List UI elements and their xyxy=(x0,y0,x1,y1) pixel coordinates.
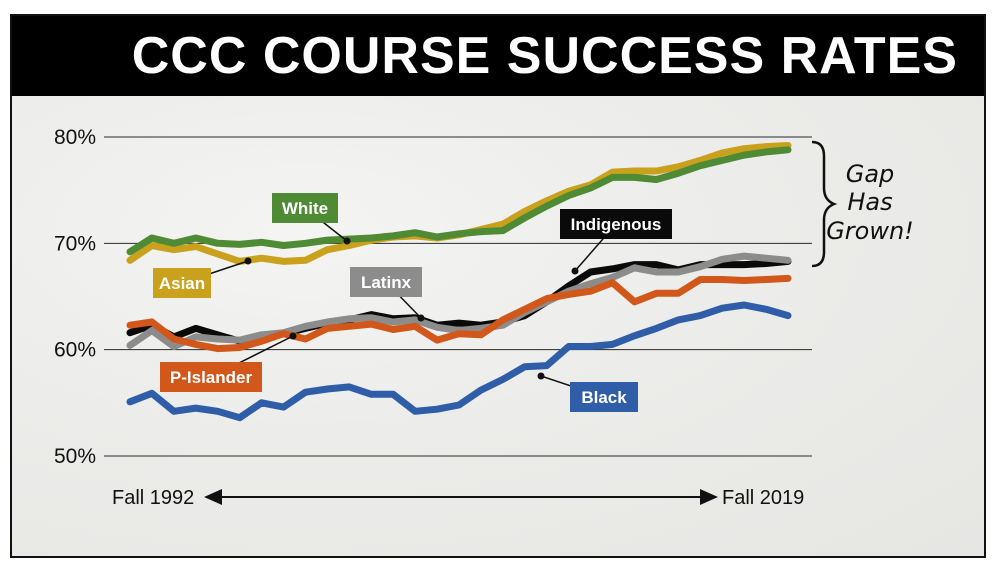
title-bar: CCC COURSE SUCCESS RATES xyxy=(12,16,984,96)
series-line-p-islander xyxy=(126,274,792,353)
leader-dot xyxy=(537,372,545,380)
line-chart: 80% 70% 60% 50% White Asian Indigenous Latinx P… xyxy=(54,126,914,509)
y-tick-label: 80% xyxy=(54,126,96,149)
leader-dot xyxy=(289,332,297,340)
series-label-box xyxy=(350,267,422,297)
series-lines xyxy=(126,142,792,422)
y-tick-label: 70% xyxy=(54,232,96,255)
x-end-label: Fall 2019 xyxy=(722,487,804,509)
series-label-box xyxy=(160,362,262,392)
series-label-box xyxy=(570,382,638,412)
annotation-line-2: Has xyxy=(847,188,892,216)
series-label-box xyxy=(272,193,338,223)
gap-brace xyxy=(811,140,838,268)
chart-frame: CCC COURSE SUCCESS RATES 80% 70% 60% 50% Wh… xyxy=(10,14,986,558)
series-label: P-Islander xyxy=(170,368,253,387)
series-line-black xyxy=(126,301,792,422)
grid-lines xyxy=(104,136,812,457)
annotation-line-1: Gap xyxy=(846,160,895,188)
series-label: Indigenous xyxy=(571,215,662,234)
series-line-white xyxy=(126,146,792,256)
series-label-box xyxy=(560,209,672,239)
annotation-line-3: Grown! xyxy=(826,217,914,245)
leader-dot xyxy=(571,267,579,275)
leader-dot xyxy=(343,237,351,245)
series-label: White xyxy=(282,199,328,218)
series-labels: White Asian Indigenous Latinx P-Islander Blac… xyxy=(153,193,672,412)
y-tick-label: 60% xyxy=(54,339,96,362)
leader-dot xyxy=(417,314,425,322)
series-label: Black xyxy=(581,388,627,407)
series-label-box xyxy=(153,268,211,298)
series-label: Latinx xyxy=(361,273,412,292)
chart-title: CCC COURSE SUCCESS RATES xyxy=(131,27,958,85)
y-axis-ticks: 80% 70% 60% 50% xyxy=(54,126,96,468)
x-start-label: Fall 1992 xyxy=(112,487,194,509)
leader-dot xyxy=(244,257,252,265)
series-label: Asian xyxy=(159,274,205,293)
y-tick-label: 50% xyxy=(54,445,96,468)
